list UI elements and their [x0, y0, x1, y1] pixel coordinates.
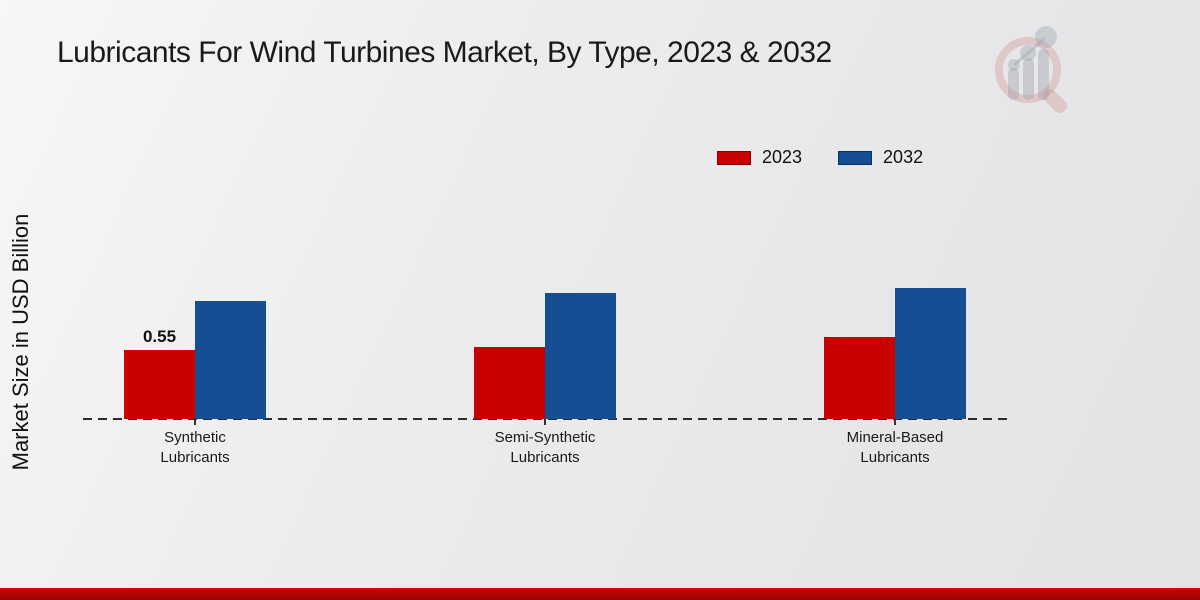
bar-2023-mineral-based-lubricants — [824, 337, 895, 419]
category-label-synthetic-lubricants: Synthetic Lubricants — [160, 429, 230, 466]
x-axis-tick — [544, 419, 546, 425]
bar-2023-synthetic-lubricants — [124, 350, 195, 419]
chart-plot-area: 0.55 Synthetic Lubricants Semi-Synthetic Lub… — [83, 160, 1007, 466]
legend-swatch-2023-icon — [717, 150, 751, 165]
bar-value-label: 0.55 — [142, 327, 177, 346]
legend-swatch-2032-icon — [838, 150, 873, 165]
legend-item-2032: 2032 — [838, 147, 923, 168]
legend-item-2023: 2023 — [717, 147, 802, 168]
y-axis-label: Market Size in USD Billion — [8, 213, 33, 471]
category-label-mineral-based-lubricants: Mineral-Based Lubricants — [846, 429, 944, 466]
x-axis-tick — [194, 419, 196, 425]
footer-red-band — [0, 588, 1200, 600]
chart-title: Lubricants For Wind Turbines Market, By … — [57, 36, 832, 69]
x-axis-tick — [894, 419, 896, 425]
bar-2032-semi-synthetic-lubricants — [545, 293, 616, 419]
magnifier-bar-chart-logo-watermark — [995, 26, 1067, 113]
bar-2032-mineral-based-lubricants — [895, 288, 966, 419]
bar-2023-semi-synthetic-lubricants — [474, 347, 545, 419]
bar-2032-synthetic-lubricants — [195, 301, 266, 419]
legend: 2023 2032 — [717, 147, 923, 168]
legend-label-2032: 2032 — [883, 147, 924, 167]
legend-label-2023: 2023 — [762, 147, 803, 167]
category-label-semi-synthetic-lubricants: Semi-Synthetic Lubricants — [494, 429, 596, 466]
